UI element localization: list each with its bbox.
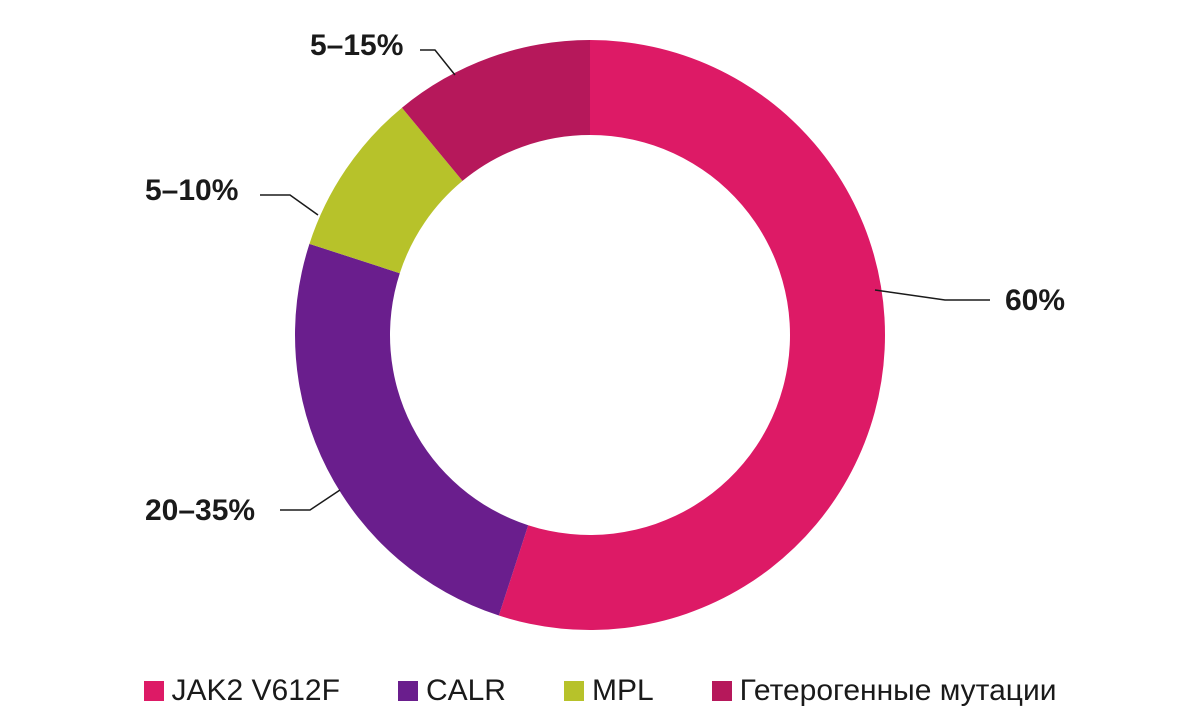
legend-item-mpl: MPL	[564, 674, 654, 708]
slice-label-hetero: 5–15%	[310, 29, 403, 62]
donut-chart: 60% 20–35% 5–10% 5–15%	[0, 0, 1200, 660]
leader-calr	[280, 490, 340, 510]
slice-label-mpl: 5–10%	[145, 174, 238, 207]
leader-mpl	[260, 195, 318, 215]
slice-calr	[295, 244, 528, 616]
slice-label-jak2: 60%	[1005, 284, 1065, 317]
legend-swatch-hetero	[712, 681, 732, 701]
legend-label-calr: CALR	[426, 674, 506, 708]
legend-swatch-mpl	[564, 681, 584, 701]
legend: JAK2 V612F CALR MPL Гетерогенные мутации	[0, 674, 1200, 708]
legend-label-jak2: JAK2 V612F	[172, 674, 340, 708]
legend-label-mpl: MPL	[592, 674, 654, 708]
leader-jak2	[875, 290, 990, 300]
legend-item-hetero: Гетерогенные мутации	[712, 674, 1057, 708]
slice-label-calr: 20–35%	[145, 494, 255, 527]
legend-swatch-calr	[398, 681, 418, 701]
legend-item-calr: CALR	[398, 674, 506, 708]
leader-hetero	[420, 50, 455, 75]
legend-item-jak2: JAK2 V612F	[144, 674, 340, 708]
legend-label-hetero: Гетерогенные мутации	[740, 674, 1057, 708]
legend-swatch-jak2	[144, 681, 164, 701]
